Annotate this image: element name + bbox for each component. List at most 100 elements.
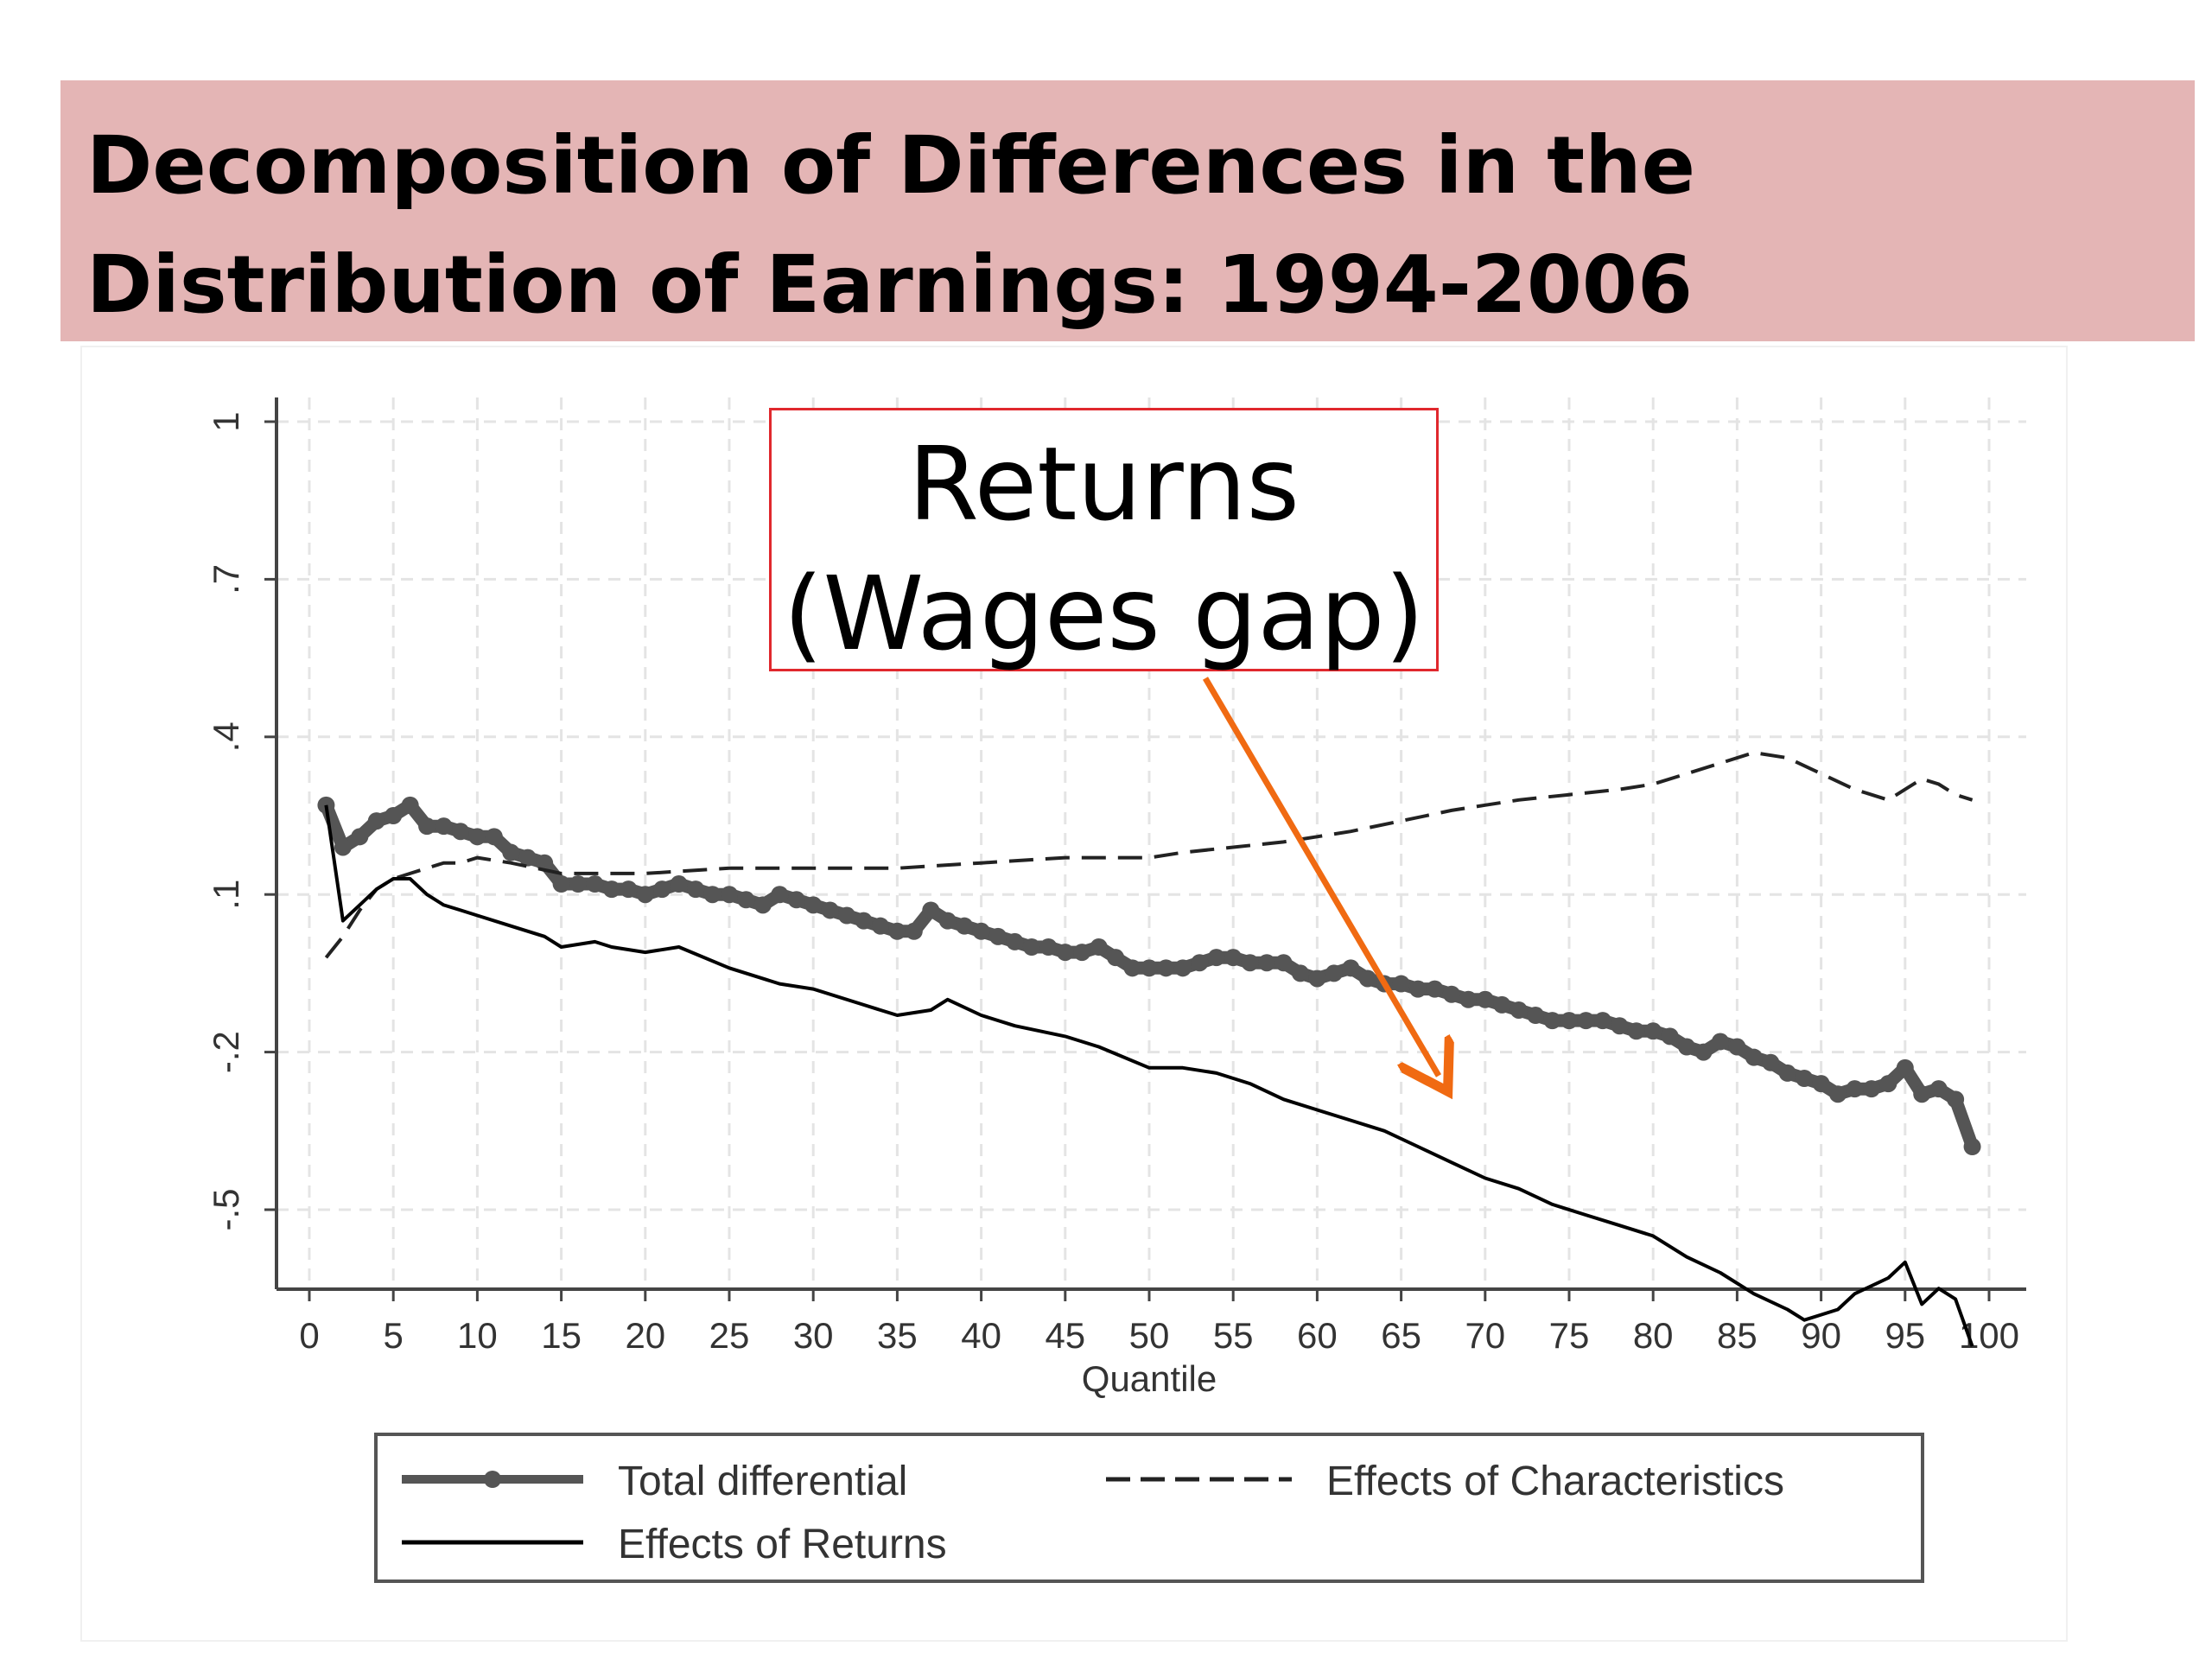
y-tick-label: 1 [206,411,246,431]
data-point [888,922,906,940]
data-point [703,886,721,904]
data-point [1963,1138,1981,1156]
x-tick-label: 75 [1549,1315,1590,1356]
data-point [855,912,873,930]
data-point [989,927,1007,945]
chart-frame [80,346,2068,1642]
x-tick-label: 15 [541,1315,582,1356]
data-point [1409,980,1427,998]
data-point [1896,1058,1914,1077]
callout-title: Returns [907,424,1300,543]
data-point [1476,990,1494,1008]
data-point [351,828,369,846]
y-tick-label: -.2 [206,1031,246,1073]
callout-subtitle: (Wages gap) [783,554,1425,673]
data-point [670,875,688,893]
data-point [1661,1027,1679,1046]
data-point [385,807,403,824]
data-point [1258,954,1276,972]
data-point [1778,1064,1796,1082]
x-tick-label: 55 [1213,1315,1254,1356]
data-point [1493,995,1511,1014]
legend-marker-total [484,1471,501,1488]
data-point [1173,959,1192,977]
data-point [1291,964,1309,982]
data-point [771,886,789,904]
data-point [485,828,503,846]
data-point [536,854,554,872]
data-point [1426,980,1444,998]
x-tick-label: 40 [961,1315,1001,1356]
data-point [1947,1090,1965,1109]
data-point [1796,1070,1814,1087]
data-point [552,875,570,893]
data-point [418,817,436,836]
data-point [1006,932,1024,950]
data-point [1929,1080,1948,1098]
x-tick-label: 90 [1801,1315,1841,1356]
x-tick-label: 30 [793,1315,834,1356]
data-point [1510,1001,1528,1019]
data-point [787,891,805,909]
data-point [502,843,520,861]
x-tick-label: 10 [457,1315,498,1356]
data-point [956,917,974,935]
series-effects-of-returns [324,804,1974,1347]
y-tick-label: -.5 [206,1188,246,1230]
data-point [1107,949,1125,967]
callout-arrow [1202,677,1439,1076]
y-tick-label: .7 [206,564,246,594]
data-point [1913,1085,1931,1103]
x-tick-label: 85 [1717,1315,1758,1356]
data-point [586,875,604,893]
data-point [1241,954,1259,972]
data-point [721,886,738,904]
axes: 0 5 10 15 20 25 30 35 40 45 50 55 60 65 70 75 80 85 90 95 10… [206,397,2026,1399]
y-tick-label: .4 [206,721,246,752]
data-point [687,880,705,899]
data-point [1694,1043,1713,1061]
data-point [367,812,385,830]
x-tick-label: 80 [1633,1315,1674,1356]
data-point [468,828,486,846]
x-tick-label: 65 [1381,1315,1421,1356]
data-point [435,817,453,836]
data-point [1392,975,1410,993]
data-point [1745,1048,1763,1066]
data-point [620,880,638,899]
data-point [1543,1012,1561,1030]
data-point [653,880,671,899]
series-layer [317,750,1981,1347]
data-point [1342,959,1360,977]
data-point [518,849,537,867]
data-point [938,912,957,930]
data-point [1593,1012,1611,1030]
data-point [972,922,990,940]
x-tick-label: 70 [1465,1315,1505,1356]
x-tick-label: 35 [877,1315,918,1356]
x-axis-label: Quantile [1082,1358,1217,1399]
data-point [1560,1012,1578,1030]
data-point [1073,944,1091,962]
title-banner: Decomposition of Differences in the Dist… [60,80,2195,341]
data-point [1022,938,1040,956]
legend: Total differential Effects of Characteris… [374,1433,1924,1583]
data-point [1846,1080,1864,1098]
data-point [569,875,588,893]
series-total-differential [317,796,1981,1156]
data-point [1442,985,1460,1003]
x-tick-label: 0 [299,1315,319,1356]
x-tick-label: 45 [1045,1315,1085,1356]
data-point [1711,1033,1729,1051]
data-point [1056,944,1074,962]
data-point [1812,1075,1830,1093]
data-point [737,891,755,909]
data-point [1862,1080,1880,1098]
x-tick-label: 25 [709,1315,750,1356]
data-point [1274,954,1293,972]
data-point [1577,1012,1595,1030]
data-point [451,823,469,841]
data-point [1678,1038,1696,1056]
data-point [753,896,772,914]
